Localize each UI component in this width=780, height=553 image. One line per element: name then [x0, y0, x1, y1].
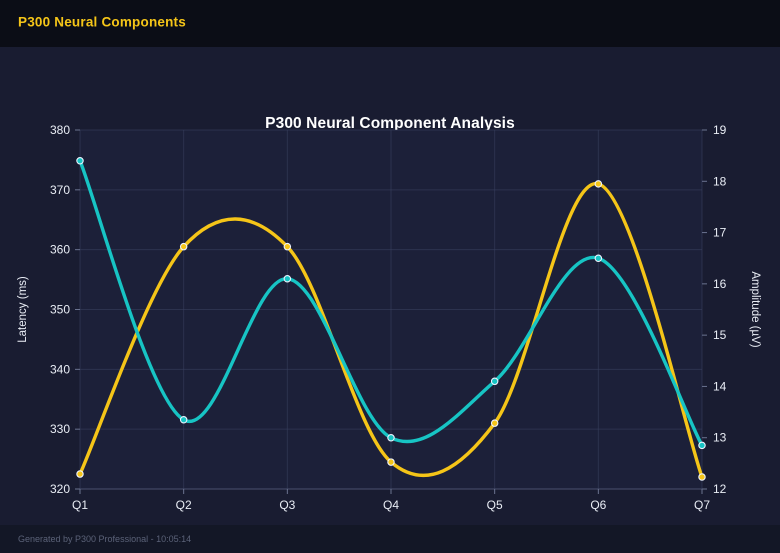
right-tick-label: 15: [713, 328, 727, 342]
right-tick-label: 19: [713, 123, 727, 137]
left-tick-label: 350: [50, 303, 70, 317]
app-header: P300 Neural Components: [0, 0, 780, 47]
data-point-marker[interactable]: [490, 419, 499, 427]
data-point-marker[interactable]: [179, 242, 188, 251]
data-point-marker[interactable]: [387, 458, 395, 466]
data-point-marker[interactable]: [698, 441, 706, 450]
right-tick-label: 14: [713, 379, 727, 393]
right-tick-label: 16: [713, 277, 727, 291]
series-amplitude: [76, 157, 706, 450]
x-tick-label: Q6: [590, 498, 606, 512]
footer-status-text: Generated by P300 Professional - 10:05:1…: [18, 534, 192, 544]
data-point-marker[interactable]: [387, 433, 395, 442]
right-tick-label: 17: [713, 226, 727, 240]
right-tick-label: 18: [713, 174, 727, 188]
x-tick-label: Q3: [279, 498, 295, 512]
data-point-marker[interactable]: [698, 473, 706, 481]
chart-card: P300 Neural Component Analysis P300 Late…: [0, 47, 780, 525]
data-point-marker[interactable]: [594, 254, 603, 262]
chart-title: P300 Neural Component Analysis: [265, 115, 515, 132]
left-tick-label: 380: [50, 123, 70, 137]
left-tick-label: 370: [50, 183, 70, 197]
data-point-marker[interactable]: [283, 274, 292, 283]
x-axis-ticks: Q1 Q2 Q3 Q4 Q5 Q6 Q7: [72, 489, 710, 512]
data-point-marker[interactable]: [76, 157, 84, 165]
data-point-marker[interactable]: [76, 470, 84, 478]
left-tick-label: 320: [50, 482, 70, 496]
data-point-marker[interactable]: [594, 180, 603, 188]
data-point-marker[interactable]: [490, 377, 499, 386]
series-latency: [76, 180, 706, 481]
x-tick-label: Q7: [694, 498, 710, 512]
x-tick-label: Q4: [383, 498, 399, 512]
x-tick-label: Q2: [176, 498, 192, 512]
right-axis-title: Amplitude (µV): [749, 271, 761, 347]
right-tick-label: 13: [713, 431, 727, 445]
left-axis-title: Latency (ms): [17, 276, 29, 343]
left-tick-label: 330: [50, 422, 70, 436]
right-tick-label: 12: [713, 482, 727, 496]
x-tick-label: Q1: [72, 498, 88, 512]
data-point-marker[interactable]: [179, 416, 188, 424]
app-title: P300 Neural Components: [18, 14, 186, 30]
x-tick-label: Q5: [487, 498, 503, 512]
right-axis-ticks: 12 13 14 15 16 17 18 19: [702, 123, 727, 496]
left-tick-label: 360: [50, 243, 70, 257]
data-point-marker[interactable]: [283, 242, 292, 251]
left-tick-label: 340: [50, 362, 70, 376]
plot-area: 320 330 340 350 360 370 380 12 13 14 15 16 17 18 19 Q1 Q…: [0, 47, 780, 525]
left-axis-ticks: 320 330 340 350 360 370 380: [50, 123, 80, 496]
app-footer: Generated by P300 Professional - 10:05:1…: [0, 525, 780, 553]
